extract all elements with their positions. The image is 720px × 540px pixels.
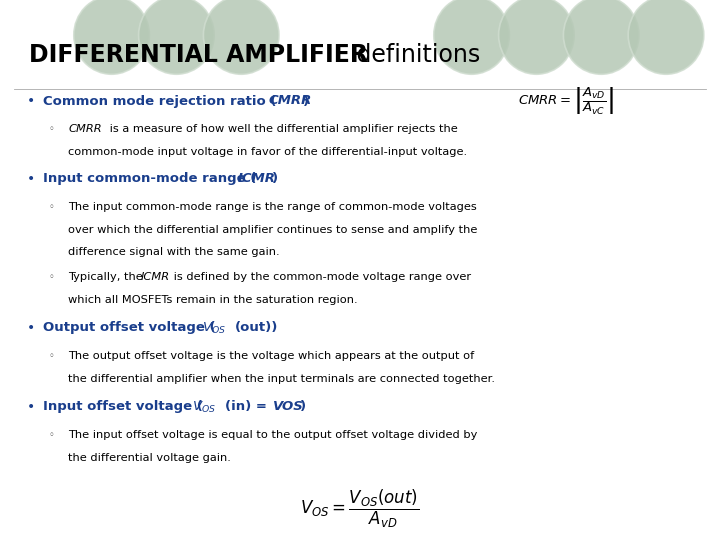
Text: Output offset voltage (: Output offset voltage ( <box>43 321 216 334</box>
Text: which all MOSFETs remain in the saturation region.: which all MOSFETs remain in the saturati… <box>68 295 358 305</box>
Text: ◦: ◦ <box>49 124 55 134</box>
Text: ◦: ◦ <box>49 430 55 440</box>
Ellipse shape <box>433 0 510 74</box>
Text: $V_{OS}$: $V_{OS}$ <box>192 400 216 415</box>
Text: ): ) <box>271 172 278 185</box>
Text: ): ) <box>303 94 310 107</box>
Text: •: • <box>27 321 35 335</box>
Text: difference signal with the same gain.: difference signal with the same gain. <box>68 247 280 258</box>
Text: Typically, the: Typically, the <box>68 272 147 282</box>
Text: CMRR: CMRR <box>68 124 102 134</box>
Text: is a measure of how well the differential amplifier rejects the: is a measure of how well the differentia… <box>106 124 458 134</box>
Text: the differential amplifier when the input terminals are connected together.: the differential amplifier when the inpu… <box>68 374 495 384</box>
Text: •: • <box>27 172 35 186</box>
Text: •: • <box>27 94 35 109</box>
Text: common-mode input voltage in favor of the differential-input voltage.: common-mode input voltage in favor of th… <box>68 147 467 157</box>
Text: VOS: VOS <box>273 400 304 413</box>
Text: DIFFERENTIAL AMPLIFIER: DIFFERENTIAL AMPLIFIER <box>29 43 368 67</box>
Text: over which the differential amplifier continues to sense and amplify the: over which the differential amplifier co… <box>68 225 478 235</box>
Ellipse shape <box>204 0 279 74</box>
Ellipse shape <box>139 0 215 74</box>
Text: (out)): (out)) <box>235 321 278 334</box>
Text: CMRR: CMRR <box>269 94 312 107</box>
Text: The input common-mode range is the range of common-mode voltages: The input common-mode range is the range… <box>68 202 477 212</box>
Ellipse shape <box>628 0 703 74</box>
Ellipse shape <box>563 0 639 74</box>
Text: the differential voltage gain.: the differential voltage gain. <box>68 453 231 463</box>
Text: definitions: definitions <box>349 43 480 67</box>
Text: Input common-mode range (: Input common-mode range ( <box>43 172 256 185</box>
Text: (in) =: (in) = <box>225 400 271 413</box>
Text: is defined by the common-mode voltage range over: is defined by the common-mode voltage ra… <box>170 272 471 282</box>
Text: $CMRR = \left|\dfrac{A_{vD}}{A_{vC}}\right|$: $CMRR = \left|\dfrac{A_{vD}}{A_{vC}}\rig… <box>518 86 614 117</box>
Ellipse shape <box>73 0 150 74</box>
Text: $V_{OS} = \dfrac{V_{OS}(out)}{A_{vD}}$: $V_{OS} = \dfrac{V_{OS}(out)}{A_{vD}}$ <box>300 488 420 530</box>
Text: ): ) <box>300 400 307 413</box>
Text: •: • <box>27 400 35 414</box>
Text: ◦: ◦ <box>49 272 55 282</box>
Text: Input offset voltage (: Input offset voltage ( <box>43 400 203 413</box>
Text: ◦: ◦ <box>49 202 55 212</box>
Text: ICMR: ICMR <box>140 272 169 282</box>
Text: The input offset voltage is equal to the output offset voltage divided by: The input offset voltage is equal to the… <box>68 430 478 440</box>
Text: ◦: ◦ <box>49 351 55 361</box>
Text: Common mode rejection ratio (: Common mode rejection ratio ( <box>43 94 276 107</box>
Ellipse shape <box>498 0 575 74</box>
Text: ICMR: ICMR <box>238 172 276 185</box>
Text: $V_{OS}$: $V_{OS}$ <box>202 321 226 336</box>
Text: The output offset voltage is the voltage which appears at the output of: The output offset voltage is the voltage… <box>68 351 474 361</box>
